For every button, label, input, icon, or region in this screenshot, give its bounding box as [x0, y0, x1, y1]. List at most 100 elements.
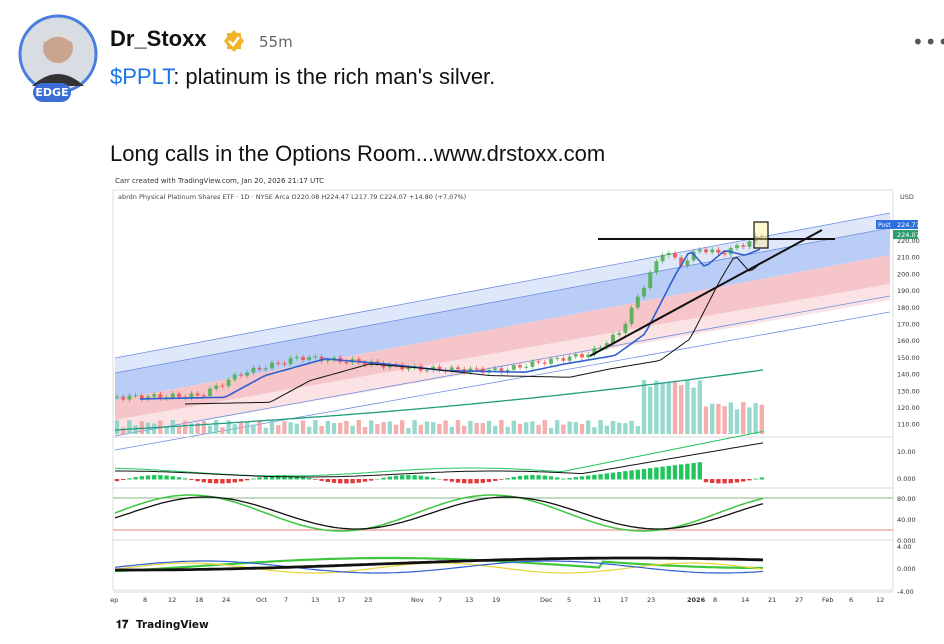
volume-bar: [350, 425, 355, 434]
volume-bar: [307, 426, 312, 434]
volume-bar: [183, 420, 188, 434]
macd-hist: [319, 479, 324, 481]
candle: [152, 394, 157, 397]
candle: [586, 354, 591, 358]
macd-hist: [294, 475, 299, 480]
macd-hist: [387, 476, 392, 480]
macd-hist: [362, 479, 368, 482]
candle: [704, 249, 708, 253]
price-tag-box: [876, 220, 918, 229]
volume-bar: [548, 427, 554, 434]
candle: [629, 307, 634, 324]
candle: [226, 379, 231, 386]
volume-bar: [282, 421, 287, 434]
osc_axis: -4.00: [897, 588, 914, 596]
volume-bar: [592, 427, 597, 434]
candle: [735, 245, 739, 249]
candle: [121, 396, 126, 400]
macd-hist: [623, 471, 628, 480]
price_axis: 200.00: [897, 270, 920, 278]
price_axis: 120.00: [897, 404, 920, 412]
date-label: 17: [337, 596, 345, 604]
volume-bar: [164, 426, 169, 434]
candle: [127, 395, 132, 400]
stoch-d: [114, 496, 764, 530]
candle: [561, 358, 566, 361]
candle: [251, 367, 256, 373]
macd-hist: [145, 475, 151, 480]
volume-bar: [660, 383, 665, 434]
macd-hist: [567, 477, 572, 480]
macd-hist: [418, 475, 423, 480]
volume-bar: [375, 423, 380, 434]
candle: [356, 359, 361, 363]
candle: [294, 357, 299, 359]
volume-ma: [114, 369, 764, 431]
date-label: 6: [849, 596, 853, 604]
volume-bar: [641, 380, 647, 434]
macd-hist: [598, 474, 603, 480]
macd-hist: [666, 465, 671, 480]
ticker-link[interactable]: $PPLT: [110, 64, 174, 89]
macd-hist: [759, 477, 764, 480]
candle: [474, 368, 479, 370]
candle: [673, 253, 677, 258]
volume-bar: [251, 424, 256, 434]
author-name[interactable]: Dr_Stoxx: [110, 26, 207, 51]
candle: [604, 343, 609, 348]
more-menu[interactable]: •••: [912, 30, 944, 54]
volume-bar: [654, 380, 659, 434]
macd-hist: [728, 479, 733, 484]
macd-hist: [474, 479, 479, 484]
macd-hist: [424, 476, 430, 480]
macd-hist: [685, 463, 690, 480]
macd-hist: [468, 479, 473, 484]
osc-blue: [114, 560, 764, 574]
volume-bar: [703, 406, 709, 434]
ma-slow: [184, 257, 762, 405]
macd-hist: [220, 479, 225, 484]
volume-bar: [716, 403, 721, 434]
volume-bar: [214, 420, 219, 434]
volume-bar: [567, 421, 572, 434]
candle: [697, 249, 702, 252]
volume-bar: [741, 402, 746, 434]
volume-bar: [369, 420, 374, 434]
macd-hist: [152, 475, 157, 480]
candle: [406, 367, 411, 370]
post-text-2: Long calls in the Options Room...www.drs…: [110, 141, 606, 166]
candle: [301, 357, 305, 360]
candle: [288, 358, 293, 364]
volume-bar: [356, 420, 361, 434]
macd-hist: [697, 462, 702, 480]
chart-image[interactable]: Carr created with TradingView.com, Jan 2…: [110, 172, 928, 638]
macd-hist: [325, 479, 330, 483]
avatar[interactable]: [18, 14, 98, 94]
date-label: 14: [741, 596, 749, 604]
volume-bar: [617, 422, 622, 434]
macd-hist: [573, 477, 578, 480]
price-tag: 224.07: [897, 231, 920, 239]
macd-hist: [375, 478, 380, 480]
timestamp: 55m: [259, 33, 293, 51]
macd-hist: [133, 477, 138, 480]
volume-bar: [728, 402, 733, 434]
price_axis: 130.00: [897, 387, 920, 395]
credit: Carr created with TradingView.com, Jan 2…: [115, 177, 324, 185]
macd-hist: [641, 468, 647, 480]
volume-bar: [294, 423, 299, 434]
volume-bar: [344, 420, 349, 434]
stoch-k: [114, 494, 764, 532]
volume-bar: [747, 407, 752, 434]
macd-hist: [176, 477, 182, 480]
date-label: 23: [364, 596, 372, 604]
macd-hist: [356, 479, 361, 483]
stoch_axis: 40.00: [897, 516, 916, 524]
volume-bar: [288, 422, 293, 434]
volume-bar: [257, 420, 262, 434]
candle: [648, 272, 653, 288]
date-label: Nov: [411, 596, 424, 604]
date-label: 2026: [687, 596, 706, 604]
macd-hist: [331, 479, 337, 483]
macd-hist: [350, 479, 355, 484]
